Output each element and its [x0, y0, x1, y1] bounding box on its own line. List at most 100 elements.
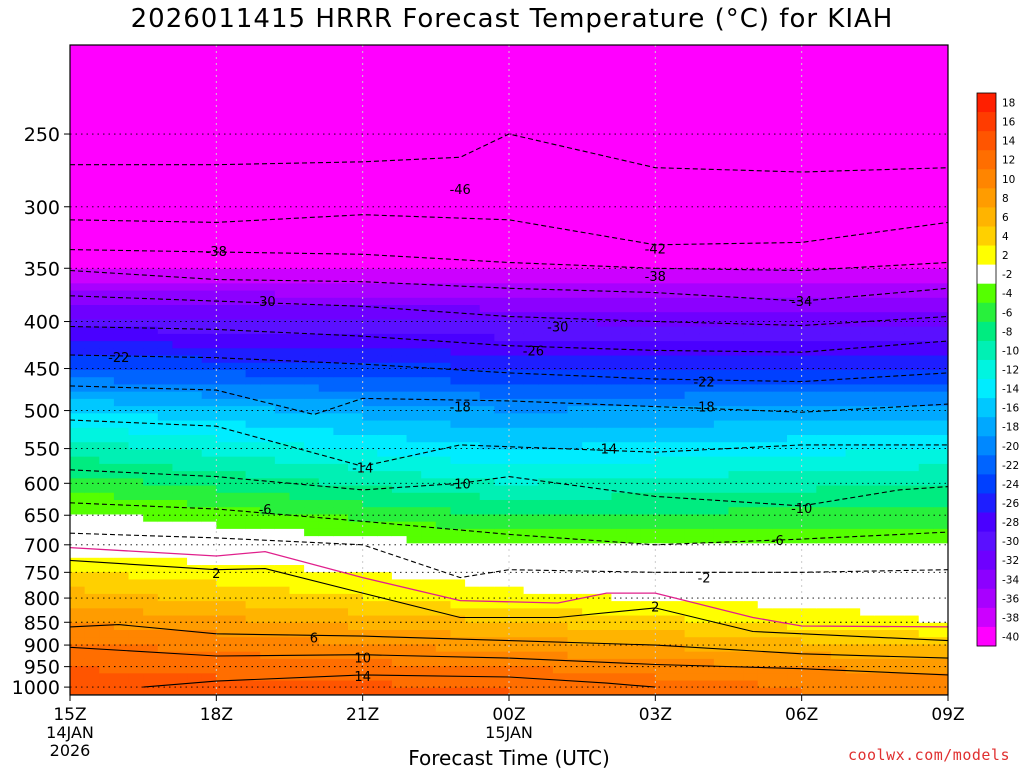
field-cell [187, 565, 203, 573]
field-cell [684, 637, 700, 646]
field-cell [830, 557, 847, 566]
field-cell [260, 673, 276, 682]
field-cell [230, 442, 247, 451]
field-cell [157, 138, 174, 147]
field-cell [172, 211, 188, 219]
field-cell [289, 500, 305, 508]
field-cell [304, 312, 320, 321]
field-cell [772, 153, 788, 162]
field-cell [640, 131, 656, 140]
field-cell [743, 305, 759, 313]
field-cell [70, 449, 86, 458]
field-cell [582, 189, 598, 198]
field-cell [391, 59, 408, 68]
field-cell [304, 88, 320, 97]
field-cell [669, 521, 686, 530]
field-cell [509, 247, 525, 256]
field-cell [626, 81, 642, 89]
field-cell [567, 73, 583, 82]
field-cell [772, 478, 788, 487]
field-cell [172, 391, 188, 400]
field-cell [509, 687, 525, 695]
field-cell [596, 651, 613, 660]
field-cell [582, 66, 598, 75]
field-cell [830, 182, 847, 191]
field-cell [289, 160, 305, 169]
field-cell [84, 341, 100, 349]
field-cell [699, 637, 715, 646]
field-cell [523, 138, 539, 147]
field-cell [128, 644, 144, 653]
field-cell [743, 261, 759, 270]
field-cell [655, 485, 671, 494]
field-cell [845, 398, 861, 407]
field-cell [465, 622, 481, 631]
field-cell [274, 485, 291, 494]
field-cell [772, 290, 788, 299]
field-cell [728, 59, 744, 68]
field-cell [84, 45, 100, 53]
field-cell [157, 232, 174, 241]
field-cell [816, 124, 832, 133]
field-cell [377, 175, 393, 183]
field-cell [377, 167, 393, 176]
field-cell [552, 189, 569, 198]
field-cell [333, 88, 349, 97]
field-cell [684, 160, 700, 169]
field-cell [406, 73, 422, 82]
field-cell [684, 478, 700, 487]
field-cell [626, 557, 642, 566]
field-cell [245, 160, 261, 169]
field-cell [70, 254, 86, 263]
field-cell [757, 507, 773, 516]
field-cell [801, 160, 817, 169]
field-cell [113, 283, 130, 292]
field-cell [816, 413, 832, 422]
field-cell [728, 52, 744, 61]
field-cell [655, 333, 671, 342]
field-cell [860, 348, 876, 357]
field-cell [348, 247, 364, 256]
field-cell [143, 463, 159, 472]
field-cell [172, 348, 188, 357]
field-cell [567, 666, 583, 674]
field-cell [435, 521, 452, 530]
field-cell [304, 630, 320, 638]
field-cell [582, 232, 598, 241]
field-cell [406, 167, 422, 176]
field-cell [801, 608, 817, 617]
field-cell [860, 680, 876, 689]
field-cell [523, 398, 539, 407]
field-cell [143, 348, 159, 357]
field-cell [99, 196, 115, 205]
field-cell [772, 644, 788, 653]
field-cell [596, 81, 613, 89]
field-cell [538, 391, 554, 400]
field-cell [523, 167, 539, 176]
field-cell [450, 138, 466, 147]
field-cell [128, 211, 144, 219]
field-cell [757, 658, 773, 667]
field-cell [684, 268, 700, 277]
field-cell [728, 312, 744, 321]
field-cell [348, 268, 364, 277]
field-cell [318, 182, 334, 191]
field-cell [333, 240, 349, 248]
field-cell [333, 557, 349, 566]
field-cell [640, 579, 656, 588]
field-cell [845, 261, 861, 270]
field-cell [421, 384, 437, 393]
field-cell [172, 644, 188, 653]
field-cell [406, 211, 422, 219]
field-cell [318, 637, 334, 646]
field-cell [860, 384, 876, 393]
field-cell [669, 463, 686, 472]
field-cell [626, 377, 642, 386]
field-cell [465, 153, 481, 162]
field-cell [157, 153, 174, 162]
field-cell [157, 687, 174, 695]
field-cell [772, 658, 788, 667]
field-cell [860, 160, 876, 169]
field-cell [70, 348, 86, 357]
field-cell [772, 565, 788, 573]
